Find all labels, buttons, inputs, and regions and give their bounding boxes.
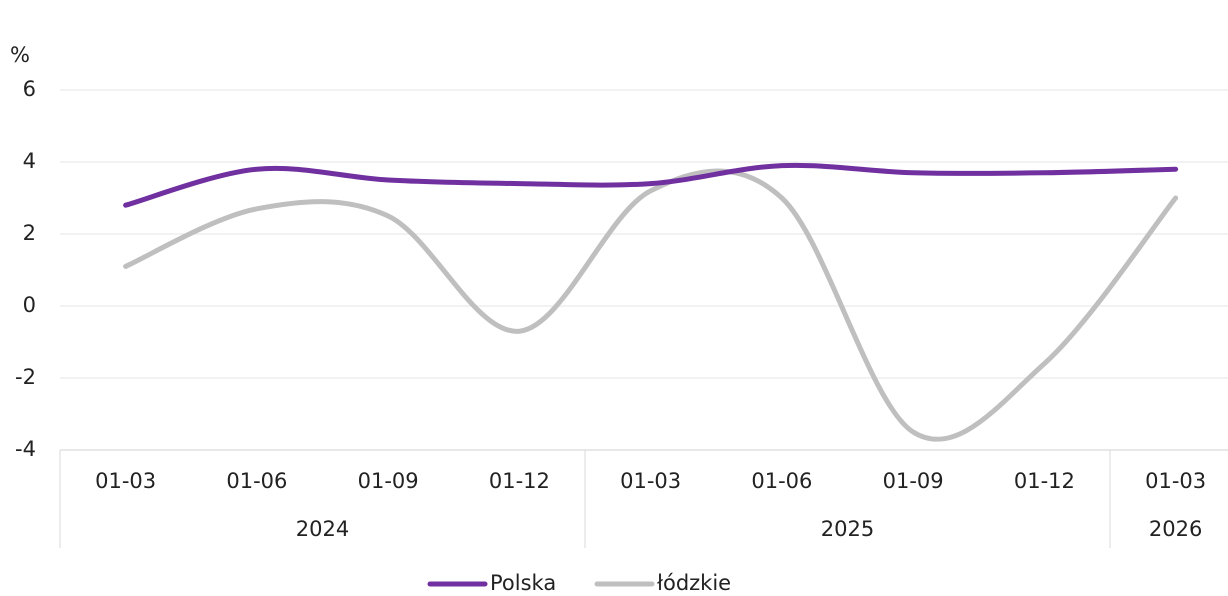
x-tick-label: 01-06 [226, 469, 287, 493]
group-label: 2026 [1149, 517, 1202, 541]
y-tick-label: -4 [15, 437, 36, 461]
series-line [123, 162, 1179, 208]
legend-label: łódzkie [657, 571, 731, 595]
legend-label: Polska [490, 571, 556, 595]
x-tick-label: 01-03 [95, 469, 156, 493]
y-tick-label: 0 [23, 293, 36, 317]
y-tick-label: 2 [23, 221, 36, 245]
x-tick-label: 01-12 [489, 469, 550, 493]
group-label: 2025 [821, 517, 874, 541]
y-tick-label: 6 [23, 77, 36, 101]
y-unit-label: % [10, 43, 30, 67]
y-tick-label: -2 [15, 365, 36, 389]
x-tick-label: 01-03 [620, 469, 681, 493]
x-tick-label: 01-06 [751, 469, 812, 493]
y-tick-label: 4 [23, 149, 36, 173]
x-tick-label: 01-09 [883, 469, 944, 493]
x-tick-label: 01-09 [358, 469, 419, 493]
x-tick-label: 01-12 [1014, 469, 1075, 493]
group-label: 2024 [296, 517, 349, 541]
x-tick-label: 01-03 [1145, 469, 1206, 493]
series-line [123, 168, 1179, 442]
